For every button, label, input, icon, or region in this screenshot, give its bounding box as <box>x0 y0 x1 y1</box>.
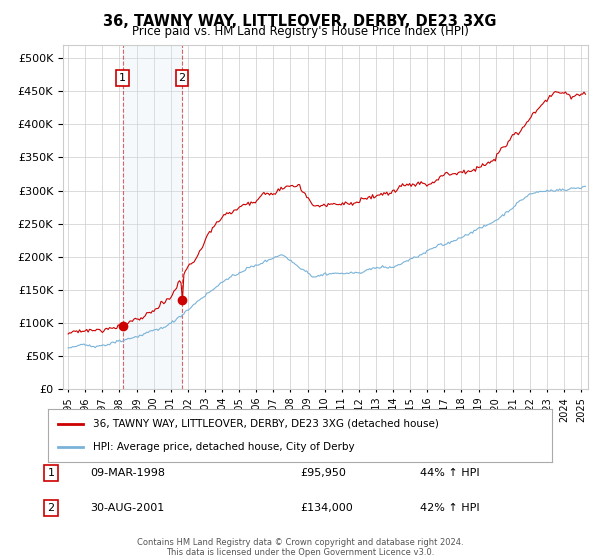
Text: 36, TAWNY WAY, LITTLEOVER, DERBY, DE23 3XG: 36, TAWNY WAY, LITTLEOVER, DERBY, DE23 3… <box>103 14 497 29</box>
Bar <box>122 45 182 389</box>
Text: 09-MAR-1998: 09-MAR-1998 <box>90 468 165 478</box>
Text: Contains HM Land Registry data © Crown copyright and database right 2024.
This d: Contains HM Land Registry data © Crown c… <box>137 538 463 557</box>
Text: 2: 2 <box>47 503 55 513</box>
Text: Price paid vs. HM Land Registry's House Price Index (HPI): Price paid vs. HM Land Registry's House … <box>131 25 469 38</box>
Text: 30-AUG-2001: 30-AUG-2001 <box>90 503 164 513</box>
Text: £95,950: £95,950 <box>300 468 346 478</box>
Text: 44% ↑ HPI: 44% ↑ HPI <box>420 468 479 478</box>
Text: HPI: Average price, detached house, City of Derby: HPI: Average price, detached house, City… <box>94 442 355 452</box>
Text: 42% ↑ HPI: 42% ↑ HPI <box>420 503 479 513</box>
Text: 2: 2 <box>178 73 185 83</box>
Text: 36, TAWNY WAY, LITTLEOVER, DERBY, DE23 3XG (detached house): 36, TAWNY WAY, LITTLEOVER, DERBY, DE23 3… <box>94 419 439 429</box>
Text: 1: 1 <box>47 468 55 478</box>
Text: £134,000: £134,000 <box>300 503 353 513</box>
Text: 1: 1 <box>119 73 126 83</box>
